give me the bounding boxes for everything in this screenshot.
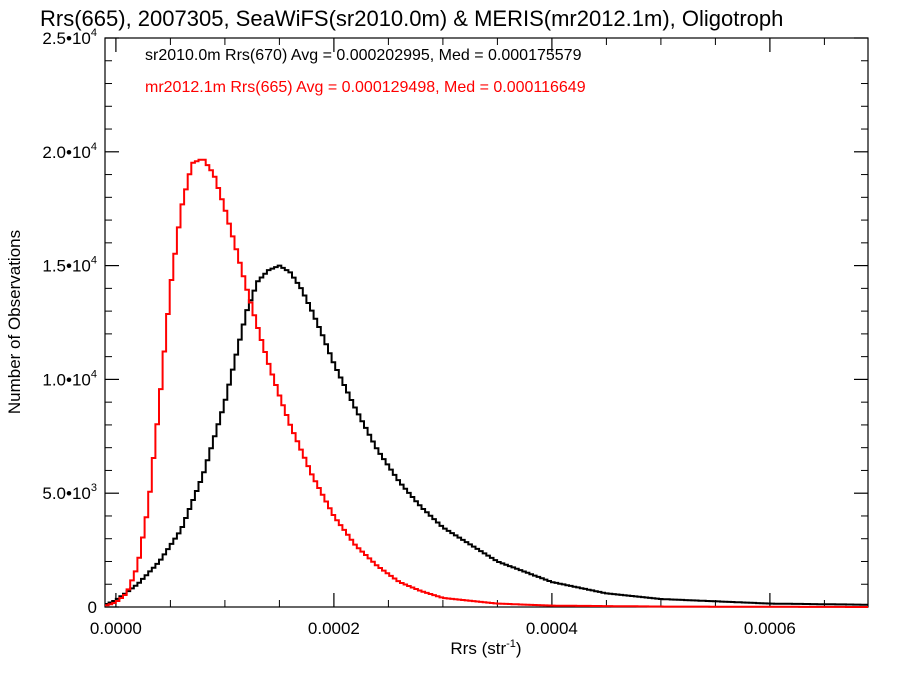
y-axis: 0 5.0•103 1.0•104 1.5•104 2.0•104 2.5•104 xyxy=(42,27,868,617)
series-layer xyxy=(105,158,868,608)
plot-frame xyxy=(104,37,869,608)
series-seawifs-line xyxy=(105,264,868,606)
x-tick-label: 0.0002 xyxy=(308,619,360,638)
series-meris-line xyxy=(105,158,868,608)
x-axis-title: Rrs (str-1) xyxy=(450,638,521,658)
x-tick-label: 0.0004 xyxy=(526,619,578,638)
y-tick-label: 1.0•104 xyxy=(42,368,97,389)
y-axis-title: Number of Observations xyxy=(5,230,24,414)
x-axis-title-end: ) xyxy=(516,639,522,658)
y-tick-label: 0 xyxy=(88,598,97,617)
legend-entry-meris: mr2012.1m Rrs(665) Avg = 0.000129498, Me… xyxy=(145,79,586,96)
chart-title: Rrs(665), 2007305, SeaWiFS(sr2010.0m) & … xyxy=(40,6,783,31)
y-tick-label: 5.0•103 xyxy=(42,482,97,503)
x-axis-title-exponent: -1 xyxy=(506,638,516,650)
y-tick-label: 2.0•104 xyxy=(42,141,97,162)
x-tick-label: 0.0000 xyxy=(90,619,142,638)
x-axis: 0.0000 0.0002 0.0004 0.0006 xyxy=(90,38,825,638)
legend-entry-seawifs: sr2010.0m Rrs(670) Avg = 0.000202995, Me… xyxy=(145,47,582,64)
y-tick-label: 2.5•104 xyxy=(42,27,97,48)
x-tick-label: 0.0006 xyxy=(744,619,796,638)
x-axis-title-main: Rrs (str xyxy=(450,639,506,658)
y-tick-label: 1.5•104 xyxy=(42,255,97,276)
